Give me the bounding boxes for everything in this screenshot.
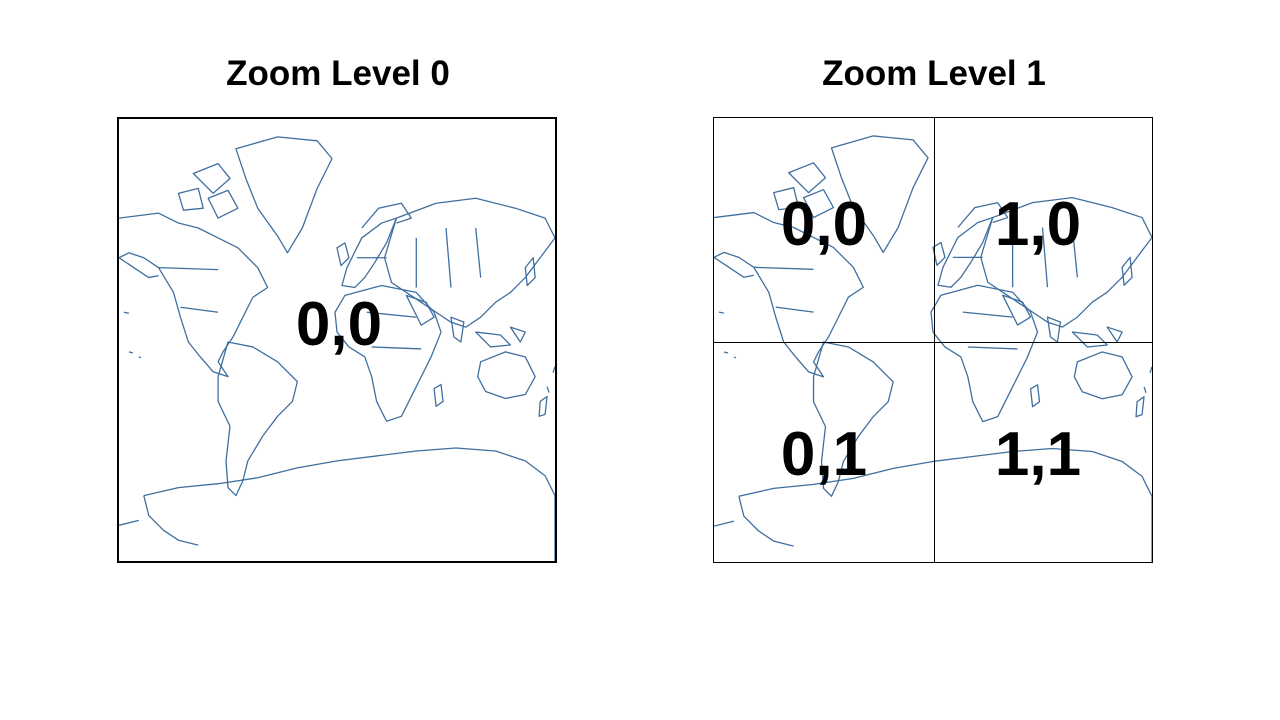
map-tile-zoom-0: 0,0 [117, 117, 557, 563]
panel-title-zoom-0: Zoom Level 0 [226, 54, 450, 93]
tile-label-1-1: 1,1 [994, 420, 1082, 489]
panel-title-zoom-1: Zoom Level 1 [822, 54, 1046, 93]
tile-label-0-0: 0,0 [780, 190, 868, 259]
map-tile-grid-zoom-1: 0,0 1,0 0,1 1,1 [713, 117, 1153, 563]
grid-line-horizontal [714, 342, 1152, 343]
tile-label-0-1: 0,1 [780, 420, 868, 489]
tile-label-1-0: 1,0 [994, 190, 1082, 259]
world-map-icon [714, 135, 1152, 562]
tile-label-0-0: 0,0 [295, 290, 383, 359]
grid-line-vertical [934, 118, 935, 562]
